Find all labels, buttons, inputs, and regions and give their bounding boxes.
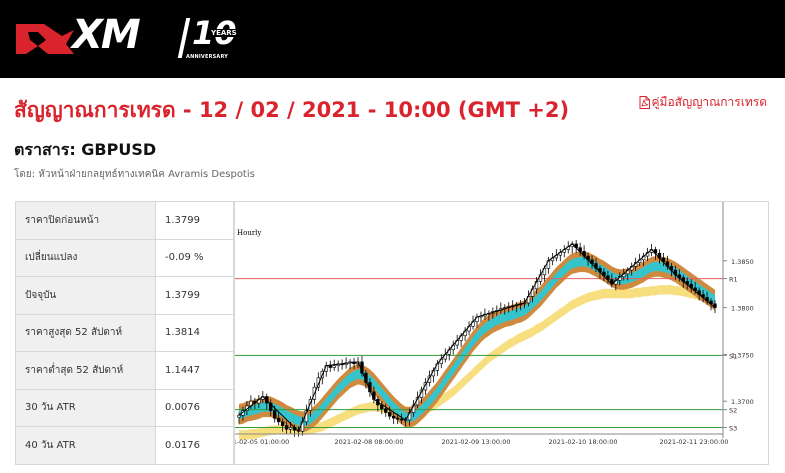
candle-down (395, 417, 400, 420)
author-byline: โดย: หัวหน้าฝ่ายกลยุทธ์ทางเทคนิค Avramis… (14, 169, 255, 180)
stats-row: 30 วัน ATR 0.0076 (15, 388, 234, 427)
anniversary-caption: ANNIVERSARY (186, 54, 229, 60)
candle-up (308, 399, 313, 411)
signals-guide-link[interactable]: คู่มือสัญญาณการเทรด (639, 93, 768, 112)
stats-label: 30 วัน ATR (15, 388, 156, 427)
x-tick-label: 2021-02-08 08:00:00 (334, 438, 403, 446)
stats-label: ปัจจุบัน (15, 276, 156, 315)
stats-row: ราคาต่ำสุด 52 สัปดาห์ 1.1447 (15, 351, 234, 390)
y-tick-label: 1.3800 (731, 305, 754, 313)
hourly-chart: R1 S1 S2 S3 1.3850 1.3800 1.3750 1.3700 1-02-05 … (234, 201, 769, 465)
x-tick-label: 2021-02-09 13:00:00 (441, 438, 510, 446)
stats-value: 0.0076 (155, 388, 234, 427)
xm-logo-text: XM (72, 12, 141, 58)
candle-down (276, 417, 281, 423)
page-title: สัญญาณการเทรด - 12 / 02 / 2021 - 10:00 (… (14, 98, 570, 122)
level-label-s3: S3 (729, 424, 737, 432)
stats-label: ราคาต่ำสุด 52 สัปดาห์ (15, 351, 156, 390)
candle-down (388, 412, 392, 417)
hourly-chart-svg: R1 S1 S2 S3 1.3850 1.3800 1.3750 1.3700 1-02-05 … (235, 202, 754, 446)
candle-up (423, 382, 428, 391)
stats-value: 0.0176 (155, 426, 234, 465)
x-tick-label: 2021-02-11 23:00:00 (659, 438, 728, 446)
site-header: XM 10 YEARS ANNIVERSARY (0, 0, 785, 78)
xm-logo[interactable]: XM 10 YEARS ANNIVERSARY (14, 12, 244, 62)
candle-up (237, 414, 241, 418)
ribbon-group (239, 251, 715, 440)
price-stats-table: ราคาปิดก่อนหน้า 1.3799 เปลี่ยนแปลง -0.09 % ป… (15, 201, 234, 465)
stats-row: เปลี่ยนแปลง -0.09 % (15, 238, 234, 277)
y-tick-label: 1.3700 (731, 398, 754, 406)
stats-label: ราคาปิดก่อนหน้า (15, 201, 156, 240)
candle-up (332, 365, 336, 368)
level-label-s2: S2 (729, 407, 737, 415)
stats-row: ราคาปิดก่อนหน้า 1.3799 (15, 201, 234, 240)
y-tick-label: 1.3750 (731, 351, 754, 359)
x-tick-label: 1-02-05 01:00:00 (235, 438, 289, 446)
stats-value: 1.1447 (155, 351, 234, 390)
stats-row: ปัจจุบัน 1.3799 (15, 276, 234, 315)
candle-down (280, 421, 285, 426)
stats-label: ราคาสูงสุด 52 สัปดาห์ (15, 313, 156, 352)
level-label-r1: R1 (729, 276, 738, 284)
x-tick-label: 2021-02-10 18:00:00 (548, 438, 617, 446)
pdf-icon (639, 96, 650, 109)
level-label-s1: S1 (729, 352, 737, 360)
chart-title: Hourly (237, 229, 261, 237)
mid-ribbon (239, 251, 715, 433)
candle-down (384, 408, 388, 413)
candle-up (427, 375, 432, 383)
instrument-heading: ตราสาร: GBPUSD (14, 140, 157, 159)
stats-label: เปลี่ยนแปลง (15, 238, 156, 277)
candle-up (316, 377, 321, 388)
candle-down (284, 425, 289, 430)
stats-value: 1.3799 (155, 276, 234, 315)
stats-value: -0.09 % (155, 238, 234, 277)
stats-value: 1.3799 (155, 201, 234, 240)
candle-down (392, 415, 396, 419)
candle-up (288, 427, 293, 430)
signals-guide-label: คู่มือสัญญาณการเทรด (651, 95, 768, 109)
candle-down (269, 402, 273, 411)
candle-down (328, 365, 332, 368)
stats-value: 1.3814 (155, 313, 234, 352)
stats-row: ราคาสูงสุด 52 สัปดาห์ 1.3814 (15, 313, 234, 352)
anniversary-years: YEARS (210, 29, 238, 37)
candle-down (272, 410, 277, 419)
candle-down (399, 418, 404, 421)
y-tick-label: 1.3850 (731, 258, 754, 266)
logo-divider (177, 18, 191, 58)
zigzag-line (238, 243, 716, 433)
xm-logo-mark-icon (16, 24, 74, 54)
stats-label: 40 วัน ATR (15, 426, 156, 465)
stats-row: 40 วัน ATR 0.0176 (15, 426, 234, 465)
